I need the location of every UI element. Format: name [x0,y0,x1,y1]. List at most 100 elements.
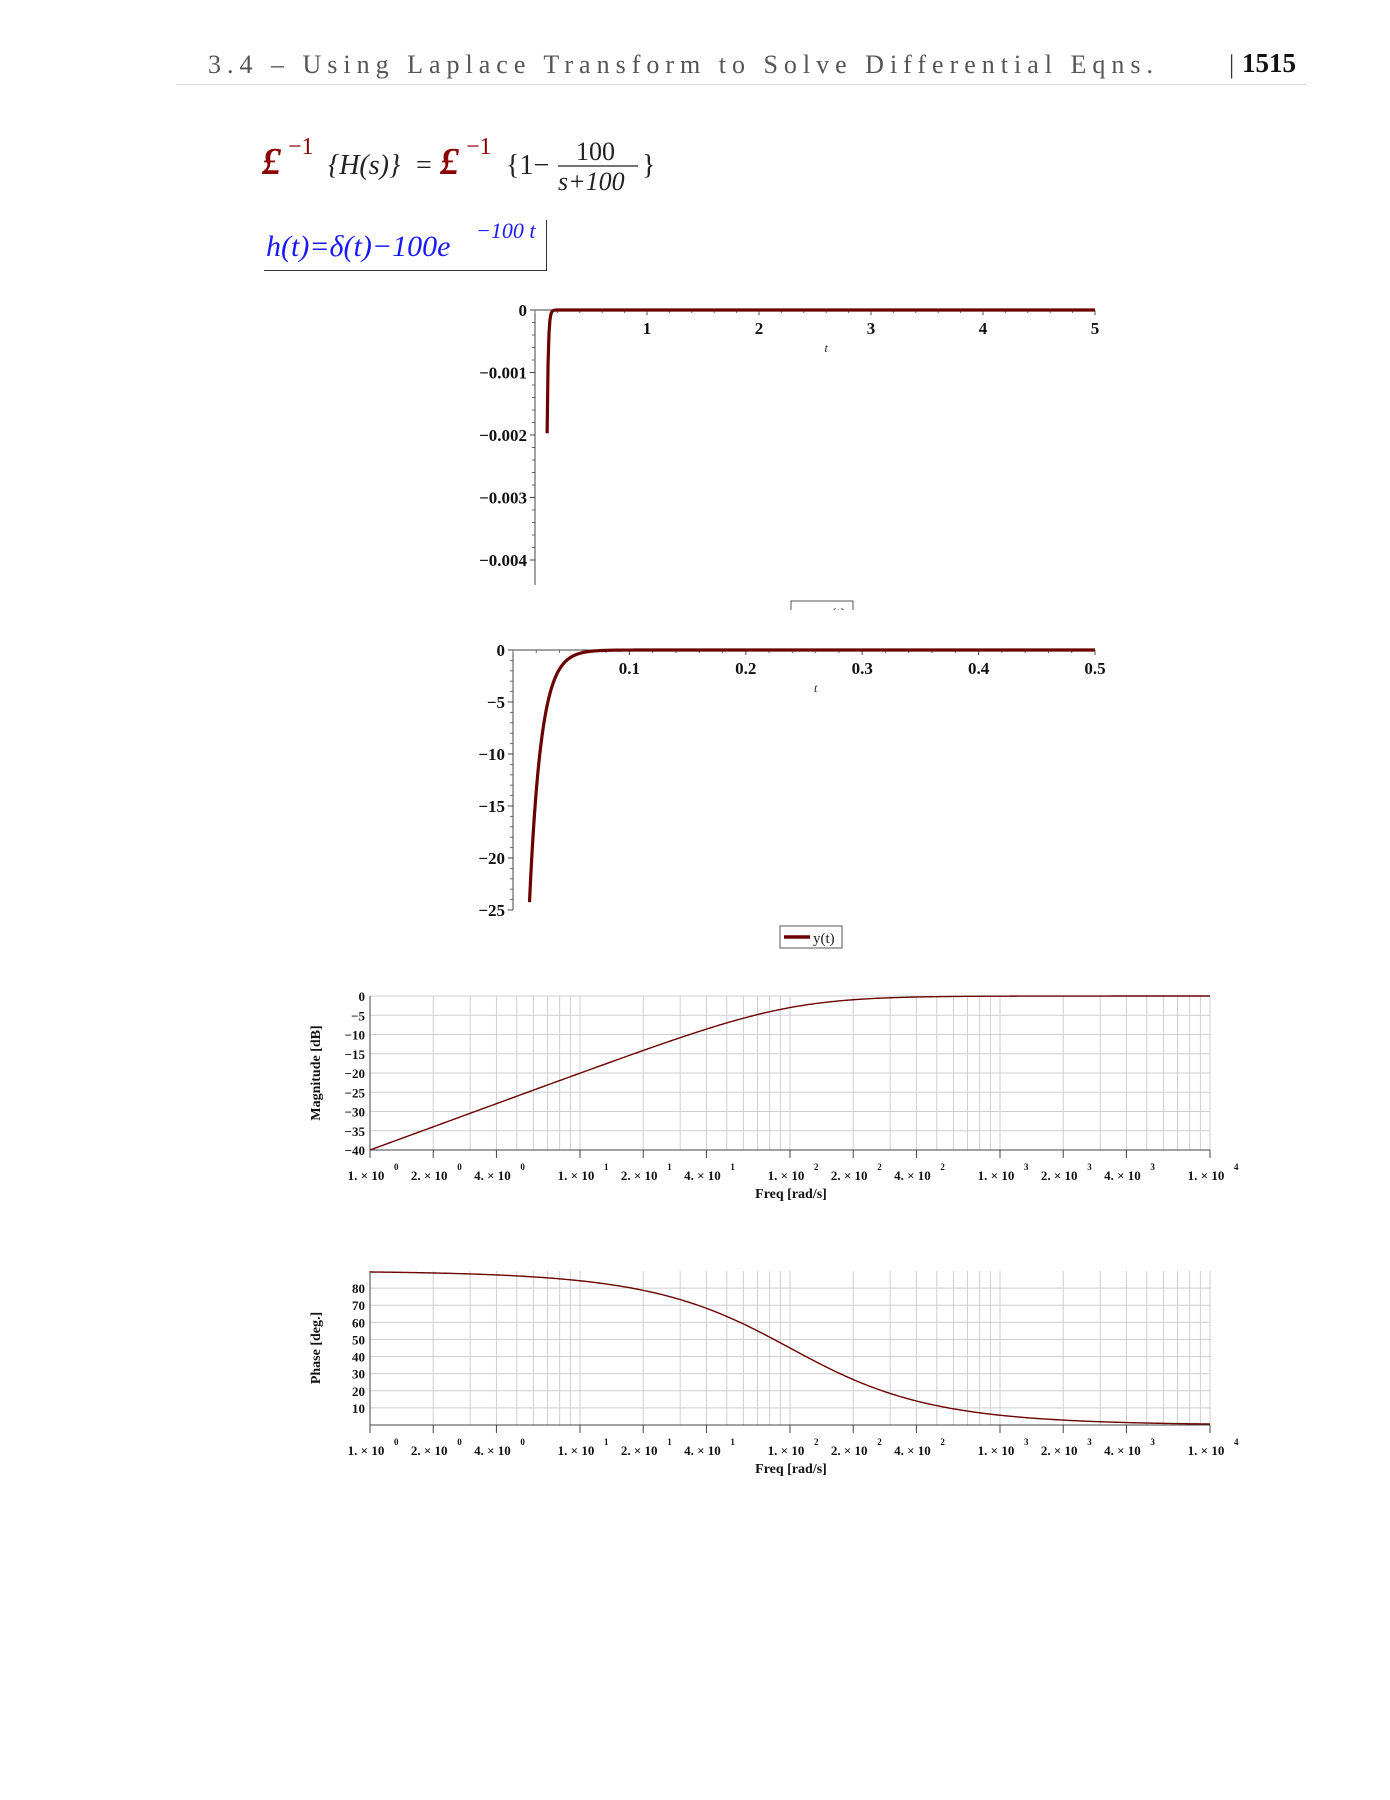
x-tick-label: 5 [1091,319,1100,338]
x-tick-exponent: 0 [520,1437,525,1447]
x-tick-label: 2 [755,319,764,338]
x-tick-exponent: 2 [814,1162,819,1172]
x-tick-exponent: 3 [1024,1162,1029,1172]
y-tick-label: 0 [497,641,506,660]
x-tick-exponent: 1 [730,1162,735,1172]
x-tick-label: 4. × 10 [684,1168,721,1183]
legend-box [790,600,854,610]
x-tick-label: 4. × 10 [474,1443,511,1458]
x-tick-label: 2. × 10 [831,1443,868,1458]
rhs-open: {1− [506,150,549,181]
x-tick-label: 3 [867,319,876,338]
y-axis-label: Magnitude [dB] [309,1025,324,1120]
y-tick-label: −0.001 [479,364,527,383]
y-tick-label: 60 [352,1315,365,1330]
x-tick-label: 1. × 10 [768,1168,805,1183]
x-tick-label: 1. × 10 [558,1168,595,1183]
y-tick-label: −15 [478,797,505,816]
x-tick-exponent: 1 [730,1437,735,1447]
x-tick-label: 1. × 10 [768,1443,805,1458]
x-tick-label: 0.3 [852,659,873,678]
y-tick-label: −20 [345,1066,365,1081]
y-tick-label: −20 [478,849,505,868]
legend-box [779,925,843,949]
x-tick-label: 1. × 10 [348,1168,385,1183]
impulse-response-svg: h(t)=δ(t)−100e −100 t [266,218,536,263]
x-tick-label: 1. × 10 [348,1443,385,1458]
x-tick-label: 0.4 [968,659,990,678]
x-tick-label: 1. × 10 [978,1443,1015,1458]
x-tick-exponent: 3 [1150,1437,1155,1447]
x-tick-exponent: 2 [940,1437,945,1447]
y-tick-label: −25 [345,1085,366,1100]
impulse-response-main: h(t)=δ(t)−100e [266,230,450,263]
impulse-response-equation: h(t)=δ(t)−100e −100 t [264,218,547,271]
y-tick-label: −10 [478,745,505,764]
x-tick-label: 2. × 10 [621,1443,658,1458]
lhs-argument: {H(s)} [328,150,400,181]
y-tick-label: −25 [478,901,505,920]
x-tick-exponent: 1 [604,1437,609,1447]
x-tick-label: 4. × 10 [894,1443,931,1458]
x-tick-exponent: 3 [1024,1437,1029,1447]
x-tick-exponent: 0 [394,1162,399,1172]
x-tick-exponent: 0 [520,1162,525,1172]
y-tick-label: −0.002 [479,426,527,445]
y-tick-label: 70 [352,1298,365,1313]
x-tick-exponent: 3 [1087,1162,1092,1172]
y-series-line [527,648,1095,903]
x-tick-exponent: 2 [877,1437,882,1447]
y-tick-label: 30 [352,1367,365,1382]
x-tick-label: 2. × 10 [1041,1443,1078,1458]
x-tick-label: 1. × 10 [1188,1168,1225,1183]
bode-phase-plot: 10 20 30 40 50 60 70 80 1. × 10 0 2. × 10 0 4. × 10 0… [309,1271,1239,1477]
phase-curve [369,1271,1211,1425]
x-axis-label: t [814,681,818,695]
inverse-laplace-svg: £ −1 {H(s)} = £ −1 {1− 100 s+100 } [261,134,655,196]
page-number: 1515 [1242,48,1296,78]
x-tick-label: 1. × 10 [978,1168,1015,1183]
x-tick-label: 4. × 10 [1104,1443,1141,1458]
legend-label: y(t) [813,931,835,947]
y-tick-label: −5 [487,693,505,712]
laplace-symbol-rhs: £ [439,141,460,183]
y-tick-label: 10 [352,1401,365,1416]
y-tick-label: −15 [345,1047,366,1062]
inverse-laplace-equation: £ −1 {H(s)} = £ −1 {1− 100 s+100 } [261,130,682,200]
x-tick-label: 1. × 10 [1188,1443,1225,1458]
y-tick-label: −5 [351,1008,365,1023]
x-axis-label: Freq [rad/s] [755,1187,827,1202]
x-tick-exponent: 4 [1234,1162,1239,1172]
x-tick-label: 1. × 10 [558,1443,595,1458]
y-tick-label: −0.003 [479,489,527,508]
x-tick-label: 2. × 10 [411,1443,448,1458]
x-tick-exponent: 2 [940,1162,945,1172]
section-title: 3.4 – Using Laplace Transform to Solve D… [208,50,1159,79]
header-separator: | [1229,50,1235,79]
x-tick-exponent: 4 [1234,1437,1239,1447]
y-tick-label: −0.004 [479,551,527,570]
x-tick-exponent: 1 [667,1437,672,1447]
y-tick-label: −40 [345,1143,365,1158]
x-tick-exponent: 1 [667,1162,672,1172]
y-axis-label: Phase [deg.] [309,1312,324,1384]
x-tick-label: 4. × 10 [474,1168,511,1183]
x-tick-label: 4. × 10 [684,1443,721,1458]
y-series-line [545,308,1095,434]
x-tick-label: 0.1 [619,659,640,678]
y-tick-label: 80 [352,1281,365,1296]
bode-magnitude-plot: 0 −5 −10 −15 −20 −25 −30 −35 −40 1. × 10 0 2. × 10 0… [309,989,1239,1202]
y-tick-label: −35 [345,1124,366,1139]
inverse-superscript-rhs: −1 [466,134,492,160]
x-axis-label: t [825,341,829,355]
y-tick-label: 40 [352,1350,365,1365]
impulse-response-exponent: −100 t [476,220,536,243]
y-tick-label: 0 [519,301,528,320]
fraction-denominator: s+100 [558,167,625,196]
x-tick-exponent: 3 [1087,1437,1092,1447]
x-tick-label: 0.2 [735,659,756,678]
y-tick-label: 0 [359,989,366,1004]
x-tick-label: 2. × 10 [621,1168,658,1183]
x-tick-exponent: 3 [1150,1162,1155,1172]
time-response-plot-wide: 0 −0.001 −0.002 −0.003 −0.004 1 2 3 4 5 t y(t) [479,301,1100,610]
